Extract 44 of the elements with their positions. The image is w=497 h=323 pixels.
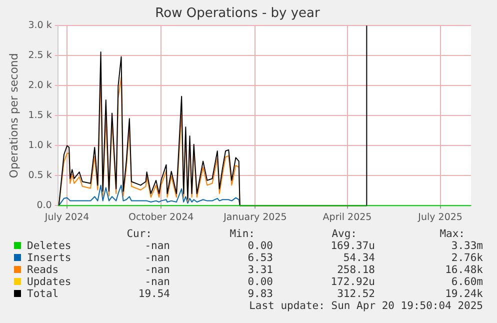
x-tick-label: October 2024 [128, 212, 194, 223]
text: 9.83 [246, 288, 273, 300]
text: 6.60m [450, 276, 483, 288]
text: Max: [438, 228, 466, 240]
text: Min: [228, 228, 256, 240]
text: 3.31 [246, 264, 273, 276]
text: -nan [144, 252, 170, 264]
text: 0.00 [246, 240, 273, 252]
text: 2.76k [450, 252, 483, 264]
text: 169.37u [330, 240, 375, 252]
text: 54.34 [342, 252, 375, 264]
y-axis-title: Operations per second [7, 53, 20, 178]
x-tick-label: July 2024 [44, 212, 90, 223]
text: 0.00 [246, 276, 273, 288]
text: 16.48k [444, 264, 483, 276]
x-tick-label: July 2025 [417, 212, 462, 223]
text: Last update: Sun Apr 20 19:50:04 2025 [248, 300, 483, 312]
text: -nan [144, 276, 170, 288]
text: 172.92u [330, 276, 375, 288]
text: -nan [144, 240, 170, 252]
y-tick-label: 2.0 k [28, 80, 52, 92]
y-tick-label: 0.5 k [28, 170, 52, 182]
text: Avg: [330, 228, 358, 240]
text: 19.24k [444, 288, 483, 300]
text: 3.33m [450, 240, 483, 252]
y-tick-label: 3.0 k [28, 20, 52, 32]
legend-label: Deletes [26, 240, 72, 252]
text: 6.53 [246, 252, 273, 264]
legend-label: Inserts [26, 252, 72, 264]
chart-title: Row Operations - by year [155, 6, 320, 22]
x-tick-label: April 2025 [322, 212, 372, 223]
legend-label: Updates [26, 276, 72, 288]
text: 258.18 [336, 264, 375, 276]
text: -nan [144, 264, 170, 276]
text: 312.52 [336, 288, 375, 300]
text: Cur: [126, 228, 153, 240]
x-tick-label: January 2025 [222, 212, 287, 223]
y-tick-label: 2.5 k [28, 50, 52, 62]
legend-label: Total [26, 288, 60, 300]
text: 19.54 [137, 288, 170, 300]
y-tick-label: 0.0 [36, 200, 52, 212]
y-tick-label: 1.5 k [28, 110, 52, 122]
legend-label: Reads [26, 264, 60, 276]
y-tick-label: 1.0 k [28, 140, 52, 152]
